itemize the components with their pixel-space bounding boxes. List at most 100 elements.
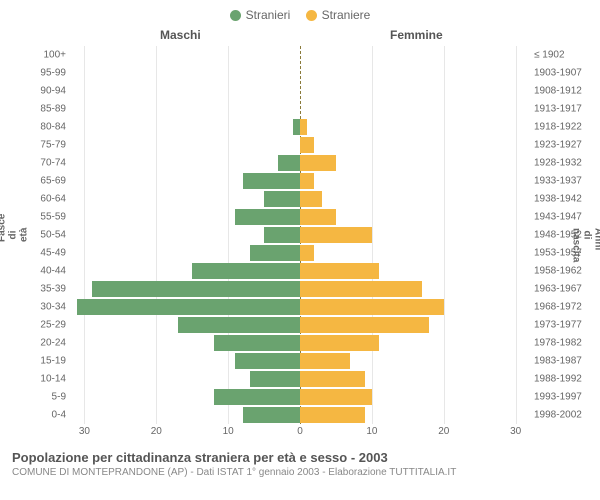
bar-male bbox=[250, 245, 300, 261]
bar-male bbox=[178, 317, 300, 333]
legend: Stranieri Straniere bbox=[10, 8, 590, 24]
table-row: 90-941908-1912 bbox=[10, 82, 590, 100]
bar-female bbox=[300, 227, 372, 243]
bar-male bbox=[264, 191, 300, 207]
bar-male bbox=[235, 209, 300, 225]
x-tick-label: 30 bbox=[510, 426, 521, 437]
x-axis: 3020100102030 bbox=[10, 426, 590, 442]
bar-female bbox=[300, 335, 379, 351]
birth-year-label: 1978-1982 bbox=[534, 337, 590, 348]
age-label: 100+ bbox=[10, 49, 66, 60]
table-row: 85-891913-1917 bbox=[10, 100, 590, 118]
bar-area bbox=[70, 137, 530, 153]
table-row: 10-141988-1992 bbox=[10, 370, 590, 388]
legend-label-female: Straniere bbox=[322, 8, 371, 22]
x-tick-label: 20 bbox=[151, 426, 162, 437]
bar-area bbox=[70, 209, 530, 225]
bar-area bbox=[70, 155, 530, 171]
legend-label-male: Stranieri bbox=[246, 8, 291, 22]
x-tick-label: 0 bbox=[297, 426, 303, 437]
bar-male bbox=[192, 263, 300, 279]
age-label: 15-19 bbox=[10, 355, 66, 366]
legend-item-female: Straniere bbox=[306, 8, 371, 22]
age-label: 25-29 bbox=[10, 319, 66, 330]
age-label: 50-54 bbox=[10, 229, 66, 240]
age-label: 75-79 bbox=[10, 139, 66, 150]
bar-female bbox=[300, 353, 350, 369]
table-row: 15-19 1983-1987 bbox=[10, 352, 590, 370]
bar-female bbox=[300, 371, 365, 387]
birth-year-label: 1923-1927 bbox=[534, 139, 590, 150]
age-label: 85-89 bbox=[10, 103, 66, 114]
chart-container: Stranieri Straniere Maschi Femmine Fasce… bbox=[0, 0, 600, 500]
bar-male bbox=[293, 119, 300, 135]
header-male: Maschi bbox=[160, 28, 201, 42]
bar-male bbox=[92, 281, 300, 297]
age-label: 0-4 bbox=[10, 409, 66, 420]
table-row: 5-9 1993-1997 bbox=[10, 388, 590, 406]
bar-male bbox=[250, 371, 300, 387]
bar-area bbox=[70, 245, 530, 261]
age-label: 95-99 bbox=[10, 67, 66, 78]
legend-swatch-male bbox=[230, 10, 241, 21]
bar-male bbox=[214, 335, 300, 351]
birth-year-label: 1948-1952 bbox=[534, 229, 590, 240]
birth-year-label: 1998-2002 bbox=[534, 409, 590, 420]
chart-title: Popolazione per cittadinanza straniera p… bbox=[12, 450, 588, 465]
table-row: 75-79 1923-1927 bbox=[10, 136, 590, 154]
age-label: 55-59 bbox=[10, 211, 66, 222]
age-label: 60-64 bbox=[10, 193, 66, 204]
age-label: 10-14 bbox=[10, 373, 66, 384]
birth-year-label: 1968-1972 bbox=[534, 301, 590, 312]
plot-area: Fasce di età Anni di nascita 100+≤ 19029… bbox=[10, 46, 590, 424]
birth-year-label: 1903-1907 bbox=[534, 67, 590, 78]
birth-year-label: 1973-1977 bbox=[534, 319, 590, 330]
bar-male bbox=[278, 155, 300, 171]
birth-year-label: 1918-1922 bbox=[534, 121, 590, 132]
birth-year-label: 1908-1912 bbox=[534, 85, 590, 96]
birth-year-label: 1928-1932 bbox=[534, 157, 590, 168]
birth-year-label: 1953-1957 bbox=[534, 247, 590, 258]
table-row: 70-741928-1932 bbox=[10, 154, 590, 172]
age-label: 40-44 bbox=[10, 265, 66, 276]
legend-swatch-female bbox=[306, 10, 317, 21]
bar-male bbox=[264, 227, 300, 243]
bar-female bbox=[300, 299, 444, 315]
bar-area bbox=[70, 83, 530, 99]
age-label: 30-34 bbox=[10, 301, 66, 312]
bar-male bbox=[235, 353, 300, 369]
bar-area bbox=[70, 227, 530, 243]
table-row: 0-4 1998-2002 bbox=[10, 406, 590, 424]
bar-male bbox=[243, 173, 301, 189]
table-row: 35-391963-1967 bbox=[10, 280, 590, 298]
table-row: 65-691933-1937 bbox=[10, 172, 590, 190]
bar-female bbox=[300, 281, 422, 297]
table-row: 30-34 1968-1972 bbox=[10, 298, 590, 316]
birth-year-label: 1993-1997 bbox=[534, 391, 590, 402]
birth-year-label: 1938-1942 bbox=[534, 193, 590, 204]
table-row: 45-491953-1957 bbox=[10, 244, 590, 262]
bar-female bbox=[300, 119, 307, 135]
header-female: Femmine bbox=[390, 28, 443, 42]
birth-year-label: 1983-1987 bbox=[534, 355, 590, 366]
bar-area bbox=[70, 371, 530, 387]
bar-area bbox=[70, 101, 530, 117]
table-row: 55-591943-1947 bbox=[10, 208, 590, 226]
table-row: 25-29 1973-1977 bbox=[10, 316, 590, 334]
table-row: 60-64 1938-1942 bbox=[10, 190, 590, 208]
bar-female bbox=[300, 407, 365, 423]
x-tick-label: 10 bbox=[366, 426, 377, 437]
age-label: 5-9 bbox=[10, 391, 66, 402]
table-row: 95-99 1903-1907 bbox=[10, 64, 590, 82]
table-row: 40-441958-1962 bbox=[10, 262, 590, 280]
age-label: 65-69 bbox=[10, 175, 66, 186]
bar-area bbox=[70, 47, 530, 63]
table-row: 50-54 1948-1952 bbox=[10, 226, 590, 244]
legend-item-male: Stranieri bbox=[230, 8, 291, 22]
bar-male bbox=[214, 389, 300, 405]
chart-subtitle: COMUNE DI MONTEPRANDONE (AP) - Dati ISTA… bbox=[12, 467, 588, 478]
bar-area bbox=[70, 335, 530, 351]
birth-year-label: 1963-1967 bbox=[534, 283, 590, 294]
birth-year-label: ≤ 1902 bbox=[534, 49, 590, 60]
bar-male bbox=[77, 299, 300, 315]
